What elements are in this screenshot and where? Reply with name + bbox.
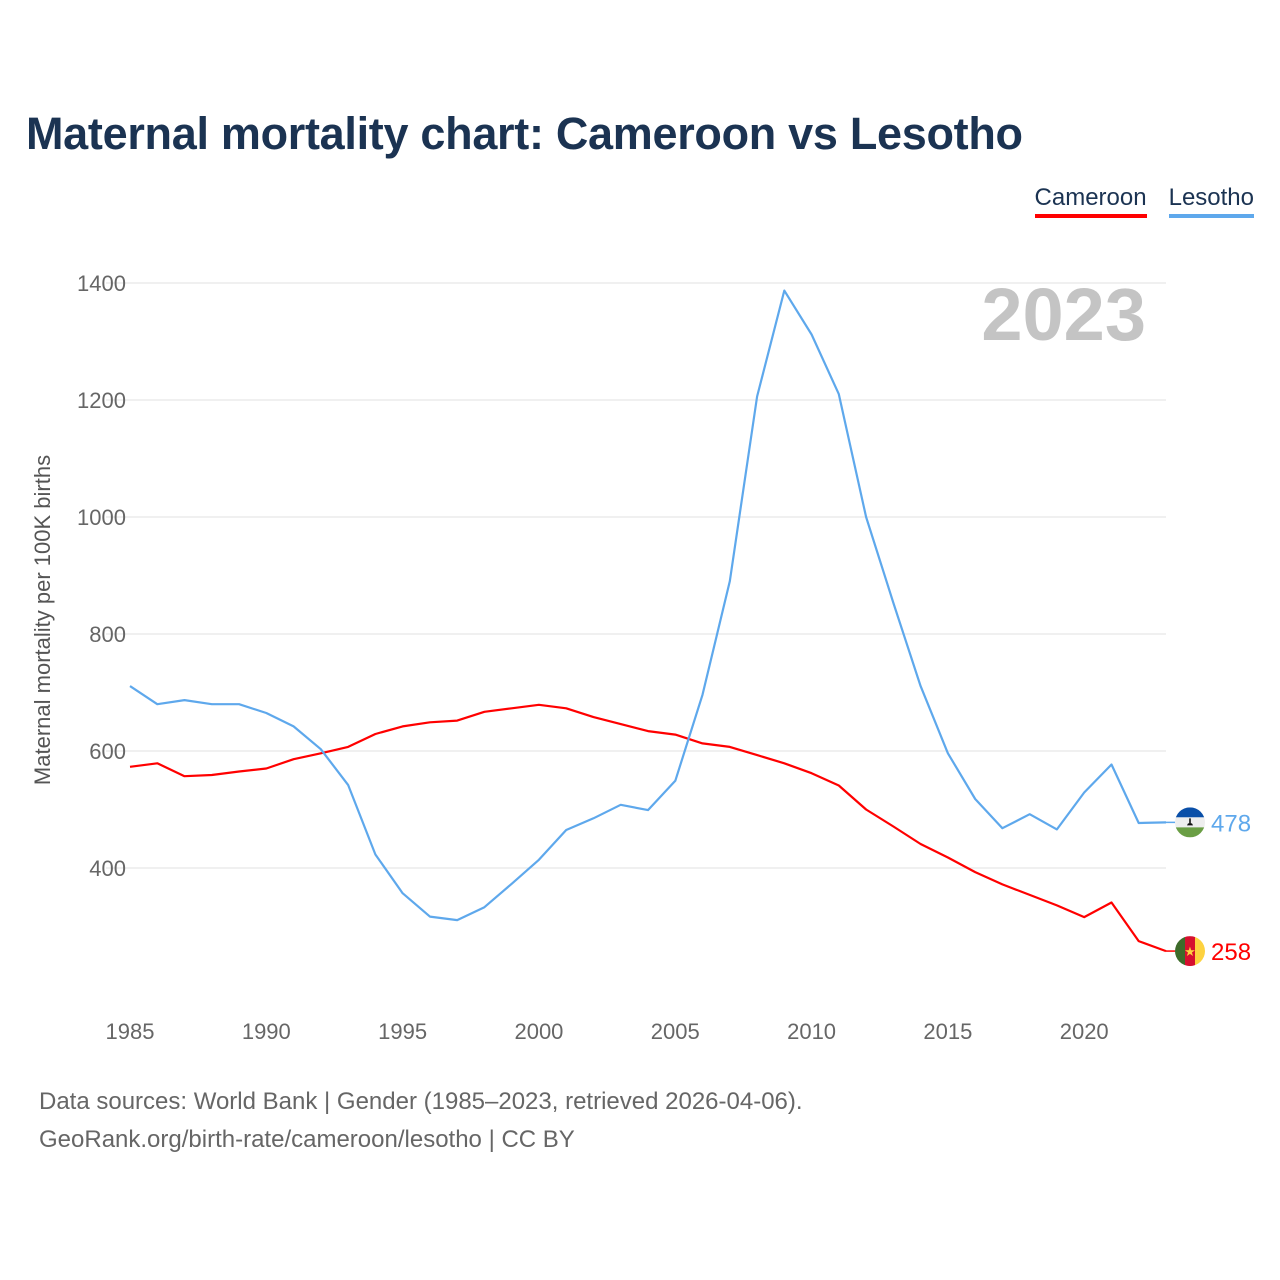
- series-line-lesotho: [129, 289, 1167, 922]
- flag-stripe-red: [1185, 936, 1195, 967]
- y-axis-label: Maternal mortality per 100K births: [30, 455, 55, 785]
- y-tick-label: 1200: [77, 388, 126, 413]
- x-tick-label: 2005: [651, 1019, 700, 1044]
- flag-stripe-green: [1175, 827, 1205, 838]
- flag-stripe-blue: [1175, 807, 1205, 818]
- x-tick-label: 1995: [378, 1019, 427, 1044]
- legend: Cameroon Lesotho: [1034, 184, 1254, 218]
- y-tick-label: 600: [89, 739, 126, 764]
- x-tick-label: 1990: [242, 1019, 291, 1044]
- legend-item-cameroon[interactable]: Cameroon: [1034, 184, 1147, 218]
- flag-stripe-yellow: [1195, 936, 1205, 967]
- footer-sources: Data sources: World Bank | Gender (1985–…: [39, 1088, 803, 1115]
- flag-hat: [1187, 818, 1193, 826]
- footer-link[interactable]: GeoRank.org/birth-rate/cameroon/lesotho …: [39, 1126, 575, 1153]
- y-tick-label: 1000: [77, 505, 126, 530]
- x-tick-label: 1985: [106, 1019, 155, 1044]
- x-tick-label: 2015: [923, 1019, 972, 1044]
- y-tick-label: 800: [89, 622, 126, 647]
- end-value-label: 258: [1211, 939, 1251, 966]
- flag-fill: ★: [1175, 936, 1205, 967]
- legend-item-lesotho[interactable]: Lesotho: [1168, 184, 1254, 218]
- chart-title: Maternal mortality chart: Cameroon vs Le…: [26, 108, 1023, 159]
- x-tick-label: 2000: [514, 1019, 563, 1044]
- cameroon-flag-icon: ★: [1175, 936, 1205, 967]
- flag-fill: [1175, 807, 1205, 838]
- y-tick-label: 1400: [77, 271, 126, 296]
- lesotho-flag-icon: [1175, 807, 1205, 838]
- x-tick-label: 2010: [787, 1019, 836, 1044]
- x-tick-label: 2020: [1060, 1019, 1109, 1044]
- flag-star: ★: [1184, 944, 1196, 959]
- flag-stripe-green: [1175, 936, 1185, 967]
- year-watermark: 2023: [981, 273, 1146, 356]
- series-line-cameroon: [129, 703, 1167, 953]
- end-value-label: 478: [1211, 810, 1251, 837]
- y-tick-label: 400: [89, 856, 126, 881]
